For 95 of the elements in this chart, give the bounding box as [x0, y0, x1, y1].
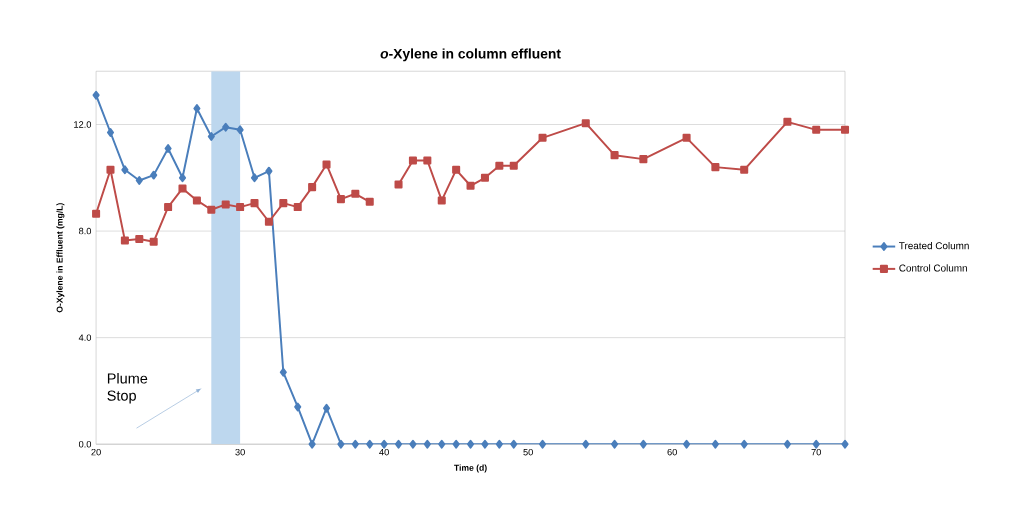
point — [120, 236, 129, 245]
point — [265, 166, 273, 176]
point — [495, 440, 503, 449]
point — [783, 118, 792, 127]
x-tick-label: 70 — [811, 449, 821, 456]
x-tick-label: 30 — [235, 449, 245, 456]
point — [92, 91, 100, 100]
point — [178, 173, 187, 183]
point — [308, 183, 317, 192]
y-tick-label: 0.0 — [78, 441, 92, 448]
point — [711, 163, 720, 172]
point — [452, 440, 460, 449]
point — [250, 173, 259, 183]
point — [437, 196, 446, 205]
point — [480, 174, 489, 183]
point — [337, 440, 345, 449]
point — [509, 162, 518, 171]
point — [207, 205, 216, 215]
point — [135, 176, 143, 186]
point — [840, 126, 850, 135]
point — [466, 181, 475, 191]
point — [423, 156, 432, 165]
point — [92, 209, 101, 219]
x-tick-label: 60 — [667, 449, 677, 456]
point — [610, 151, 619, 160]
point — [582, 440, 590, 449]
point — [293, 203, 302, 212]
point — [495, 162, 504, 171]
point — [539, 440, 547, 449]
point — [683, 440, 691, 449]
point — [221, 200, 230, 209]
point — [452, 166, 461, 175]
point — [639, 155, 648, 164]
point — [351, 440, 359, 449]
point — [193, 104, 201, 114]
point — [336, 195, 345, 204]
point — [812, 440, 820, 449]
point — [207, 132, 215, 142]
point — [308, 440, 316, 449]
x-tick-label: 40 — [379, 449, 389, 456]
point — [423, 440, 431, 449]
point — [106, 128, 115, 138]
point — [408, 156, 417, 165]
chart-title: o-Xylene in column effluent — [380, 48, 561, 62]
point — [380, 440, 388, 449]
point — [121, 165, 129, 175]
legend-label: Control Column — [899, 264, 967, 272]
point — [841, 440, 849, 449]
y-axis-title: O-Xylene in Effluent (mg/L) — [56, 203, 65, 313]
x-axis-title: Time (d) — [454, 464, 487, 473]
point — [510, 440, 518, 449]
point — [351, 189, 360, 199]
point — [581, 119, 590, 128]
point — [394, 440, 403, 449]
point — [322, 404, 331, 413]
point — [149, 237, 158, 246]
y-tick-label: 4.0 — [78, 334, 92, 342]
point — [394, 180, 403, 189]
point — [236, 125, 244, 135]
point — [178, 184, 187, 193]
point — [740, 166, 749, 175]
x-tick-label: 20 — [91, 449, 101, 456]
point — [711, 440, 719, 449]
x-tick-label: 50 — [523, 449, 533, 456]
point — [250, 199, 259, 208]
y-tick-label: 12.0 — [74, 121, 92, 128]
point — [538, 134, 547, 143]
point — [366, 440, 374, 449]
point — [279, 199, 288, 208]
point — [409, 440, 417, 449]
point — [611, 440, 619, 449]
point — [365, 197, 374, 207]
point — [294, 402, 302, 412]
point — [783, 440, 791, 449]
point — [164, 144, 172, 154]
point — [682, 134, 691, 143]
point — [812, 126, 821, 135]
point — [466, 440, 475, 449]
point — [639, 440, 647, 449]
point — [438, 440, 446, 449]
point — [106, 166, 115, 175]
point — [740, 440, 748, 449]
point — [150, 170, 158, 180]
legend-label: Treated Column — [899, 242, 969, 250]
point — [192, 196, 201, 205]
annotation: Plume Stop — [107, 373, 148, 404]
point — [236, 203, 245, 212]
point — [135, 235, 144, 244]
point — [481, 440, 489, 449]
point — [164, 203, 173, 212]
y-tick-label: 8.0 — [78, 228, 92, 235]
point — [279, 368, 287, 377]
point — [322, 160, 331, 169]
point — [222, 122, 230, 132]
point — [264, 217, 273, 227]
